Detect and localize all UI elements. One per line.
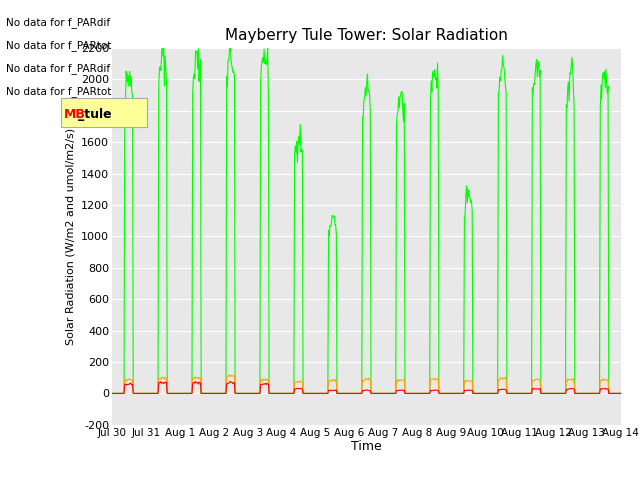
Legend: PAR Water, PAR Tule, PAR In: PAR Water, PAR Tule, PAR In — [202, 479, 531, 480]
Text: MB: MB — [64, 108, 86, 121]
Title: Mayberry Tule Tower: Solar Radiation: Mayberry Tule Tower: Solar Radiation — [225, 28, 508, 43]
Text: _tule: _tule — [78, 108, 112, 121]
Text: No data for f_PARtot: No data for f_PARtot — [6, 86, 112, 97]
X-axis label: Time: Time — [351, 440, 382, 453]
Text: No data for f_PARdif: No data for f_PARdif — [6, 63, 111, 74]
Text: No data for f_PARtot: No data for f_PARtot — [6, 40, 112, 51]
Y-axis label: Solar Radiation (W/m2 and umol/m2/s): Solar Radiation (W/m2 and umol/m2/s) — [65, 128, 76, 345]
Text: No data for f_PARdif: No data for f_PARdif — [6, 17, 111, 28]
